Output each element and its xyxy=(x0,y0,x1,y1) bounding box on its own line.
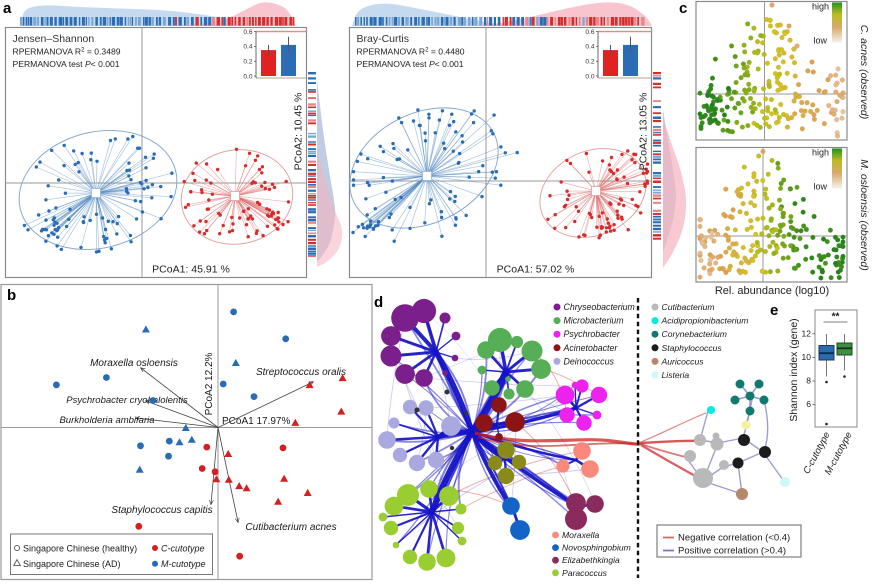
svg-text:PERMANOVA test P< 0.001: PERMANOVA test P< 0.001 xyxy=(357,59,464,69)
svg-text:Bray-Curtis: Bray-Curtis xyxy=(357,33,410,45)
svg-text:a: a xyxy=(3,0,12,17)
svg-text:M. osloensis (observed): M. osloensis (observed) xyxy=(858,159,870,270)
svg-text:Negative correlation (<0.4): Negative correlation (<0.4) xyxy=(678,533,790,544)
svg-text:Streptococcus oralis: Streptococcus oralis xyxy=(256,367,346,378)
svg-text:Singapore Chinese (AD): Singapore Chinese (AD) xyxy=(23,559,121,569)
svg-text:Positive correlation (>0.4): Positive correlation (>0.4) xyxy=(678,546,786,557)
svg-text:PCoA1: 57.02 %: PCoA1: 57.02 % xyxy=(497,264,575,276)
svg-text:C. acnes (observed): C. acnes (observed) xyxy=(858,25,870,120)
svg-text:RPERMANOVA R2 = 0.4480: RPERMANOVA R2 = 0.4480 xyxy=(357,47,465,57)
svg-text:Acidipropionibacterium: Acidipropionibacterium xyxy=(661,316,749,326)
svg-text:b: b xyxy=(7,287,16,304)
svg-text:Chryseobacterium: Chryseobacterium xyxy=(564,302,635,312)
svg-text:PCoA2: 13.05 %: PCoA2: 13.05 % xyxy=(638,93,650,171)
svg-text:Psychrobacter cryohalolentis: Psychrobacter cryohalolentis xyxy=(66,395,188,406)
svg-text:Rel. abundance (log10): Rel. abundance (log10) xyxy=(715,285,829,297)
svg-text:0.0: 0.0 xyxy=(243,73,252,80)
svg-text:Psychrobacter: Psychrobacter xyxy=(564,329,621,339)
svg-text:0.4: 0.4 xyxy=(243,44,252,51)
svg-text:10: 10 xyxy=(802,352,812,362)
svg-text:e: e xyxy=(770,302,778,319)
svg-text:Moraxella: Moraxella xyxy=(562,530,599,540)
svg-text:**: ** xyxy=(832,312,840,323)
svg-text:Novosphingobium: Novosphingobium xyxy=(562,543,631,553)
svg-text:0.0: 0.0 xyxy=(585,73,594,80)
svg-text:Deinococcus: Deinococcus xyxy=(564,356,615,366)
svg-text:0.4: 0.4 xyxy=(585,44,594,51)
svg-text:Cutibacterium acnes: Cutibacterium acnes xyxy=(245,522,336,533)
svg-text:Acinetobacter: Acinetobacter xyxy=(563,343,619,353)
svg-text:Listeria: Listeria xyxy=(662,370,690,380)
svg-text:d: d xyxy=(374,294,383,311)
svg-text:0.2: 0.2 xyxy=(585,59,594,66)
svg-text:M-cutotype: M-cutotype xyxy=(161,559,206,569)
svg-text:PCoA2: 10.45 %: PCoA2: 10.45 % xyxy=(293,93,305,171)
svg-text:6: 6 xyxy=(806,399,811,409)
svg-text:Moraxella osloensis: Moraxella osloensis xyxy=(90,358,178,369)
svg-text:Auricoccus: Auricoccus xyxy=(661,356,705,366)
svg-text:low: low xyxy=(813,36,827,46)
svg-text:Staphylococcus: Staphylococcus xyxy=(662,343,723,353)
svg-text:high: high xyxy=(812,148,829,158)
svg-text:Cutibacterium: Cutibacterium xyxy=(662,302,715,312)
svg-text:Paracoccus: Paracoccus xyxy=(562,568,608,578)
svg-text:PCoA2 12.2%: PCoA2 12.2% xyxy=(204,352,215,415)
svg-text:12: 12 xyxy=(802,328,812,338)
svg-text:c: c xyxy=(679,0,687,17)
svg-text:0.6: 0.6 xyxy=(243,29,252,36)
svg-text:0.2: 0.2 xyxy=(243,59,252,66)
svg-text:PERMANOVA test P< 0.001: PERMANOVA test P< 0.001 xyxy=(13,59,120,69)
svg-text:Elizabethkingia: Elizabethkingia xyxy=(562,555,620,565)
svg-text:8: 8 xyxy=(806,376,811,386)
svg-text:Jensen–Shannon: Jensen–Shannon xyxy=(13,33,95,45)
svg-text:Corynebacterium: Corynebacterium xyxy=(662,329,727,339)
svg-text:PCoA1: 45.91 %: PCoA1: 45.91 % xyxy=(152,264,230,276)
svg-text:high: high xyxy=(812,2,829,12)
svg-text:low: low xyxy=(813,182,827,192)
svg-text:RPERMANOVA R2 = 0.3489: RPERMANOVA R2 = 0.3489 xyxy=(13,47,121,57)
svg-text:Staphylococcus capitis: Staphylococcus capitis xyxy=(111,505,212,516)
svg-text:Singapore Chinese (healthy): Singapore Chinese (healthy) xyxy=(23,543,137,553)
svg-text:Shannon index (gene): Shannon index (gene) xyxy=(788,318,800,421)
svg-text:0.6: 0.6 xyxy=(585,29,594,36)
svg-text:Burkholderia ambifaria: Burkholderia ambifaria xyxy=(59,415,154,426)
svg-text:PCoA1 17.97%: PCoA1 17.97% xyxy=(222,416,290,427)
svg-text:C-cutotype: C-cutotype xyxy=(161,543,205,553)
svg-text:Microbacterium: Microbacterium xyxy=(564,316,624,326)
